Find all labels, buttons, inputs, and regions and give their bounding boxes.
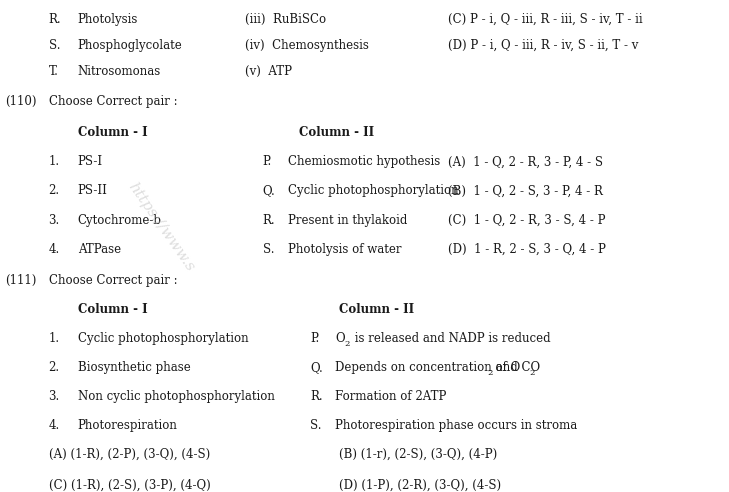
Text: PS-II: PS-II [78, 184, 107, 197]
Text: 2: 2 [345, 340, 350, 348]
Text: PS-I: PS-I [78, 155, 103, 168]
Text: Cyclic photophosphorylation: Cyclic photophosphorylation [78, 332, 249, 345]
Text: Choose Correct pair :: Choose Correct pair : [49, 95, 177, 108]
Text: Column - I: Column - I [78, 303, 147, 316]
Text: (D) (1-P), (2-R), (3-Q), (4-S): (D) (1-P), (2-R), (3-Q), (4-S) [339, 479, 502, 492]
Text: R.: R. [310, 390, 323, 403]
Text: Nitrosomonas: Nitrosomonas [78, 65, 161, 78]
Text: Photolysis: Photolysis [78, 13, 138, 26]
Text: (D)  1 - R, 2 - S, 3 - Q, 4 - P: (D) 1 - R, 2 - S, 3 - Q, 4 - P [448, 243, 606, 256]
Text: Column - I: Column - I [78, 126, 147, 139]
Text: Phosphoglycolate: Phosphoglycolate [78, 39, 182, 52]
Text: O: O [335, 332, 345, 345]
Text: 4.: 4. [49, 243, 60, 256]
Text: and CO: and CO [492, 361, 540, 374]
Text: S.: S. [310, 419, 321, 432]
Text: R.: R. [263, 214, 276, 226]
Text: Q.: Q. [310, 361, 323, 374]
Text: Column - II: Column - II [339, 303, 414, 316]
Text: P.: P. [310, 332, 319, 345]
Text: 1.: 1. [49, 332, 60, 345]
Text: (C) (1-R), (2-S), (3-P), (4-Q): (C) (1-R), (2-S), (3-P), (4-Q) [49, 479, 211, 492]
Text: is released and NADP is reduced: is released and NADP is reduced [351, 332, 551, 345]
Text: 3.: 3. [49, 214, 60, 226]
Text: Choose Correct pair :: Choose Correct pair : [49, 274, 177, 287]
Text: (C) P - i, Q - iii, R - iii, S - iv, T - ii: (C) P - i, Q - iii, R - iii, S - iv, T -… [448, 13, 643, 26]
Text: Cytochrome-b: Cytochrome-b [78, 214, 162, 226]
Text: (iv)  Chemosynthesis: (iv) Chemosynthesis [245, 39, 369, 52]
Text: Photorespiration phase occurs in stroma: Photorespiration phase occurs in stroma [335, 419, 577, 432]
Text: Biosynthetic phase: Biosynthetic phase [78, 361, 190, 374]
Text: S.: S. [263, 243, 274, 256]
Text: Non cyclic photophosphorylation: Non cyclic photophosphorylation [78, 390, 275, 403]
Text: 3.: 3. [49, 390, 60, 403]
Text: Present in thylakoid: Present in thylakoid [288, 214, 408, 226]
Text: (A)  1 - Q, 2 - R, 3 - P, 4 - S: (A) 1 - Q, 2 - R, 3 - P, 4 - S [448, 155, 603, 168]
Text: Cyclic photophosphorylation: Cyclic photophosphorylation [288, 184, 459, 197]
Text: (B)  1 - Q, 2 - S, 3 - P, 4 - R: (B) 1 - Q, 2 - S, 3 - P, 4 - R [448, 184, 603, 197]
Text: Chemiosmotic hypothesis: Chemiosmotic hypothesis [288, 155, 440, 168]
Text: R.: R. [49, 13, 61, 26]
Text: 4.: 4. [49, 419, 60, 432]
Text: (B) (1-r), (2-S), (3-Q), (4-P): (B) (1-r), (2-S), (3-Q), (4-P) [339, 448, 497, 461]
Text: (v)  ATP: (v) ATP [245, 65, 292, 78]
Text: Column - II: Column - II [299, 126, 374, 139]
Text: Photorespiration: Photorespiration [78, 419, 178, 432]
Text: (A) (1-R), (2-P), (3-Q), (4-S): (A) (1-R), (2-P), (3-Q), (4-S) [49, 448, 210, 461]
Text: (D) P - i, Q - iii, R - iv, S - ii, T - v: (D) P - i, Q - iii, R - iv, S - ii, T - … [448, 39, 639, 52]
Text: Q.: Q. [263, 184, 276, 197]
Text: Formation of 2ATP: Formation of 2ATP [335, 390, 447, 403]
Text: Depends on concentration of O: Depends on concentration of O [335, 361, 521, 374]
Text: ATPase: ATPase [78, 243, 121, 256]
Text: 1.: 1. [49, 155, 60, 168]
Text: S.: S. [49, 39, 60, 52]
Text: 2.: 2. [49, 361, 60, 374]
Text: Photolysis of water: Photolysis of water [288, 243, 402, 256]
Text: (110): (110) [5, 95, 36, 108]
Text: 2: 2 [529, 369, 534, 377]
Text: 2.: 2. [49, 184, 60, 197]
Text: https://www.s: https://www.s [125, 180, 197, 274]
Text: (C)  1 - Q, 2 - R, 3 - S, 4 - P: (C) 1 - Q, 2 - R, 3 - S, 4 - P [448, 214, 606, 226]
Text: (iii)  RuBiSCo: (iii) RuBiSCo [245, 13, 326, 26]
Text: 2: 2 [487, 369, 493, 377]
Text: (111): (111) [5, 274, 36, 287]
Text: P.: P. [263, 155, 272, 168]
Text: T.: T. [49, 65, 58, 78]
